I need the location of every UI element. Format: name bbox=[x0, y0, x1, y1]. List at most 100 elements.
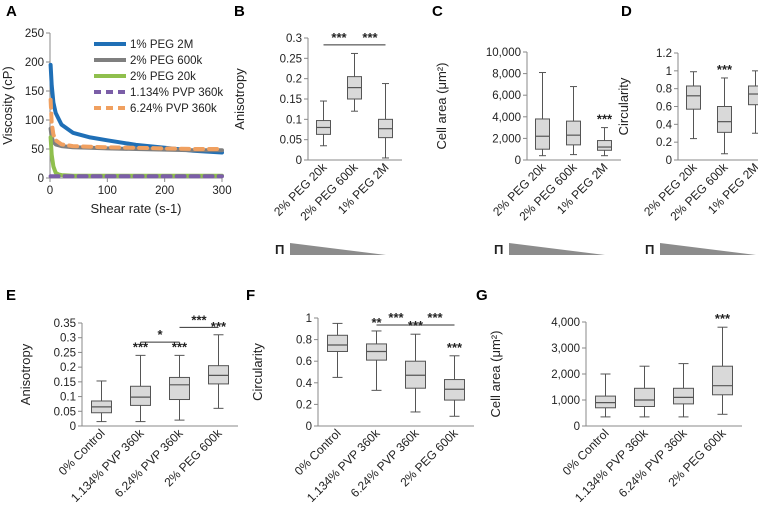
box bbox=[748, 85, 758, 106]
f-y-tick-label: 0.6 bbox=[296, 356, 312, 368]
significance-label: *** bbox=[211, 319, 227, 334]
a-y-tick-label: 50 bbox=[31, 144, 44, 156]
e-y-tick-label: 0 bbox=[70, 421, 76, 433]
a-y-tick-label: 250 bbox=[25, 28, 44, 40]
e-y-tick-label: 0.15 bbox=[54, 377, 76, 389]
a-x-tick-label: 100 bbox=[98, 185, 117, 197]
category-label: 6.24% PVP 360k bbox=[348, 426, 423, 501]
y-axis-label: Anisotropy bbox=[232, 68, 247, 130]
legend-label-4: 6.24% PVP 360k bbox=[130, 103, 217, 115]
bracket-label: *** bbox=[331, 30, 347, 45]
panel-letter: G bbox=[476, 287, 488, 304]
pi-symbol: Π bbox=[494, 242, 503, 257]
e-y-tick-label: 0.05 bbox=[54, 406, 76, 418]
a-y-tick-label: 0 bbox=[38, 173, 44, 185]
f-y-tick-label: 0.8 bbox=[296, 335, 312, 347]
b-y-tick-label: 0.25 bbox=[280, 53, 302, 65]
y-axis-label: Circularity bbox=[616, 77, 631, 135]
c-y-tick-label: 4,000 bbox=[492, 112, 521, 124]
panel-a: A 0 50 100 150 200 250 0 100 200 300 Shear rate (s-… bbox=[0, 3, 232, 216]
series-line-4 bbox=[48, 97, 224, 151]
d-y-tick-label: 0 bbox=[666, 155, 672, 167]
legend-label-2: 2% PEG 20k bbox=[130, 71, 196, 83]
f-y-tick-label: 0.2 bbox=[296, 399, 312, 411]
e-y-tick-label: 0.3 bbox=[60, 333, 76, 345]
box bbox=[595, 395, 616, 409]
b-y-tick-label: 0.05 bbox=[280, 135, 302, 147]
category-label: 6.24% PVP 360k bbox=[112, 426, 187, 501]
panel-letter: D bbox=[621, 3, 632, 20]
c-y-tick-label: 2,000 bbox=[492, 133, 521, 145]
pressure-gradient-triangle bbox=[290, 243, 386, 255]
y-axis-label: Circularity bbox=[250, 343, 265, 401]
box bbox=[169, 376, 190, 401]
panel-letter: A bbox=[6, 3, 17, 20]
a-x-tick-label: 200 bbox=[155, 185, 174, 197]
d-y-tick-label: 1 bbox=[666, 66, 672, 78]
category-label: 6.24% PVP 360k bbox=[616, 426, 691, 501]
g-y-tick-label: 3,000 bbox=[551, 343, 580, 355]
significance-label: ** bbox=[371, 315, 382, 330]
legend-label-0: 1% PEG 2M bbox=[130, 39, 193, 51]
legend-label-1: 2% PEG 600k bbox=[130, 55, 202, 67]
bracket-label: *** bbox=[427, 310, 443, 325]
a-y-tick-label: 150 bbox=[25, 86, 44, 98]
box bbox=[673, 387, 694, 405]
d-y-tick-label: 1.2 bbox=[656, 48, 672, 60]
panel-letter: C bbox=[432, 3, 443, 20]
significance-label: *** bbox=[172, 339, 188, 354]
box bbox=[130, 385, 151, 406]
panel-letter: B bbox=[234, 3, 245, 20]
e-y-tick-label: 0.1 bbox=[60, 392, 76, 404]
c-y-tick-label: 8,000 bbox=[492, 69, 521, 81]
c-y-tick-label: 10,000 bbox=[486, 47, 521, 59]
bracket-label: *** bbox=[362, 30, 378, 45]
e-y-tick-label: 0.2 bbox=[60, 362, 76, 374]
b-y-tick-label: 0.3 bbox=[286, 33, 302, 45]
d-y-tick-label: 0.8 bbox=[656, 84, 672, 96]
box bbox=[717, 106, 732, 133]
g-y-tick-label: 4,000 bbox=[551, 317, 580, 329]
a-x-tick-label: 300 bbox=[212, 185, 231, 197]
panel-c: C 0 2,000 4,000 6,000 8,000 10,000 Cell area (μ… bbox=[432, 3, 621, 257]
box bbox=[686, 85, 701, 110]
a-y-tick-label: 200 bbox=[25, 57, 44, 69]
d-y-tick-label: 0.4 bbox=[656, 119, 673, 131]
d-y-tick-label: 0.2 bbox=[656, 137, 672, 149]
a-x-tick-label: 0 bbox=[47, 185, 53, 197]
pi-symbol: Π bbox=[275, 242, 284, 257]
panel-letter: E bbox=[6, 287, 16, 304]
box bbox=[634, 387, 655, 407]
bracket-label: *** bbox=[191, 312, 207, 327]
panel-letter: F bbox=[246, 287, 255, 304]
a-x-axis-label: Shear rate (s-1) bbox=[90, 201, 181, 216]
box bbox=[712, 365, 733, 396]
box bbox=[535, 118, 550, 150]
b-y-tick-label: 0 bbox=[296, 155, 302, 167]
g-y-tick-label: 1,000 bbox=[551, 395, 580, 407]
f-y-tick-label: 0.4 bbox=[296, 378, 313, 390]
significance-label: *** bbox=[717, 62, 733, 77]
pressure-gradient-triangle bbox=[509, 243, 605, 255]
b-y-tick-label: 0.2 bbox=[286, 74, 302, 86]
e-y-tick-label: 0.25 bbox=[54, 347, 76, 359]
legend-label-3: 1.134% PVP 360k bbox=[130, 87, 223, 99]
box bbox=[566, 120, 581, 146]
box bbox=[327, 334, 348, 352]
pressure-gradient-triangle bbox=[660, 243, 756, 255]
c-y-tick-label: 0 bbox=[515, 155, 521, 167]
significance-label: *** bbox=[447, 340, 463, 355]
g-y-tick-label: 0 bbox=[574, 421, 580, 433]
box bbox=[597, 140, 612, 151]
y-axis-label: Cell area (μm²) bbox=[488, 331, 503, 418]
f-y-tick-label: 0 bbox=[306, 421, 312, 433]
b-y-tick-label: 0.15 bbox=[280, 94, 302, 106]
bracket-label: * bbox=[157, 327, 163, 342]
panel-e: E00.050.10.150.20.250.30.35Anisotropy0% … bbox=[6, 287, 238, 505]
significance-label: *** bbox=[133, 339, 149, 354]
